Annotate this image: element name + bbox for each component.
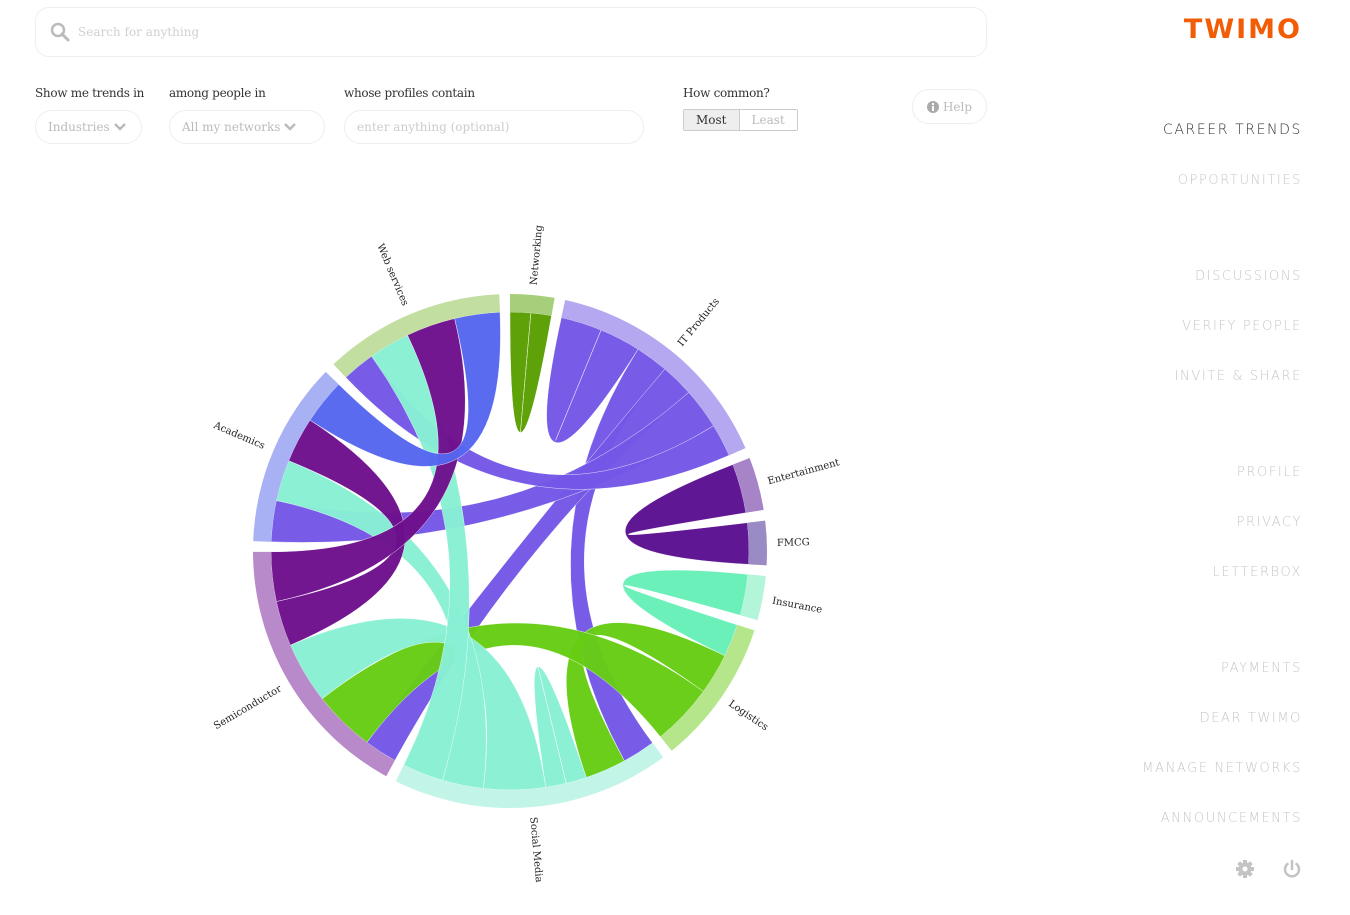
search-input[interactable] bbox=[78, 25, 878, 39]
industry-chord-diagram: Networking IT Products Entertainment FMCG In… bbox=[211, 224, 841, 883]
group-arc-it-products[interactable] bbox=[561, 299, 746, 456]
nav-manage-networks[interactable]: manage networks bbox=[1142, 761, 1302, 776]
group-label-insurance: Insurance bbox=[771, 596, 823, 616]
people-select[interactable]: All my networks bbox=[169, 110, 325, 144]
group-arc-insurance[interactable] bbox=[740, 574, 766, 621]
nav-letterbox[interactable]: letterbox bbox=[1212, 565, 1302, 580]
group-arc-semiconductor[interactable] bbox=[253, 551, 395, 777]
least-option[interactable]: Least bbox=[751, 113, 785, 127]
group-label-networking: Networking bbox=[529, 224, 545, 285]
group-label-academics: Academics bbox=[211, 420, 266, 452]
nav-discussions[interactable]: discussions bbox=[1195, 269, 1302, 284]
most-option[interactable]: Most bbox=[684, 110, 740, 130]
group-label-it-products: IT Products bbox=[676, 296, 722, 349]
search-bar[interactable] bbox=[35, 7, 987, 57]
nav-invite-share[interactable]: invite & share bbox=[1174, 369, 1302, 384]
gear-icon[interactable] bbox=[1234, 858, 1256, 880]
nav-verify-people[interactable]: verify people bbox=[1182, 319, 1302, 334]
trends-value: Industries bbox=[48, 120, 110, 134]
nav-profile[interactable]: profile bbox=[1236, 465, 1302, 480]
group-label-fmcg: FMCG bbox=[777, 537, 810, 549]
twimo-logo[interactable]: twimo bbox=[1183, 14, 1302, 45]
group-arc-entertainment[interactable] bbox=[732, 458, 764, 513]
group-label-logistics: Logistics bbox=[726, 699, 770, 734]
profiles-input[interactable] bbox=[357, 120, 627, 134]
group-label-semiconductor: Semiconductor bbox=[212, 683, 284, 732]
group-arc-web-services[interactable] bbox=[333, 294, 500, 378]
chord-networking-to-networking[interactable] bbox=[509, 311, 552, 433]
chord-logistics-to-social-media[interactable] bbox=[566, 622, 726, 778]
chevron-down-icon bbox=[113, 123, 126, 131]
group-label-entertainment: Entertainment bbox=[766, 457, 840, 487]
chevron-down-icon bbox=[284, 123, 297, 131]
profiles-label: whose profiles contain bbox=[344, 86, 475, 100]
nav-career-trends[interactable]: career trends bbox=[1162, 122, 1302, 138]
nav-dear-twimo[interactable]: dear twimo bbox=[1199, 711, 1302, 726]
nav-privacy[interactable]: privacy bbox=[1236, 515, 1302, 530]
group-arc-social-media[interactable] bbox=[395, 742, 664, 808]
info-icon bbox=[926, 100, 939, 113]
profiles-field[interactable] bbox=[344, 110, 644, 144]
chord-semiconductor-to-web-services[interactable] bbox=[270, 318, 466, 602]
power-icon[interactable] bbox=[1281, 858, 1303, 880]
chord-academics-to-web-services[interactable] bbox=[309, 312, 501, 467]
common-label: How common? bbox=[683, 86, 770, 100]
group-arc-logistics[interactable] bbox=[660, 624, 755, 751]
group-arc-academics[interactable] bbox=[253, 371, 339, 542]
trends-select[interactable]: Industries bbox=[35, 110, 142, 144]
people-label: among people in bbox=[169, 86, 266, 100]
trends-label: Show me trends in bbox=[35, 86, 145, 100]
group-arc-networking[interactable] bbox=[510, 294, 555, 316]
help-button[interactable]: Help bbox=[912, 89, 987, 124]
group-arc-fmcg[interactable] bbox=[747, 520, 767, 566]
group-label-web-services: Web services bbox=[374, 242, 410, 307]
people-value: All my networks bbox=[182, 120, 281, 134]
nav-payments[interactable]: payments bbox=[1221, 661, 1302, 676]
how-common-toggle: Most Least bbox=[683, 109, 798, 131]
group-label-social-media: Social Media bbox=[527, 817, 544, 883]
nav-opportunities[interactable]: opportunities bbox=[1177, 173, 1302, 188]
nav-announcements[interactable]: announcements bbox=[1160, 811, 1302, 826]
help-label: Help bbox=[942, 99, 973, 114]
search-icon bbox=[50, 22, 70, 42]
